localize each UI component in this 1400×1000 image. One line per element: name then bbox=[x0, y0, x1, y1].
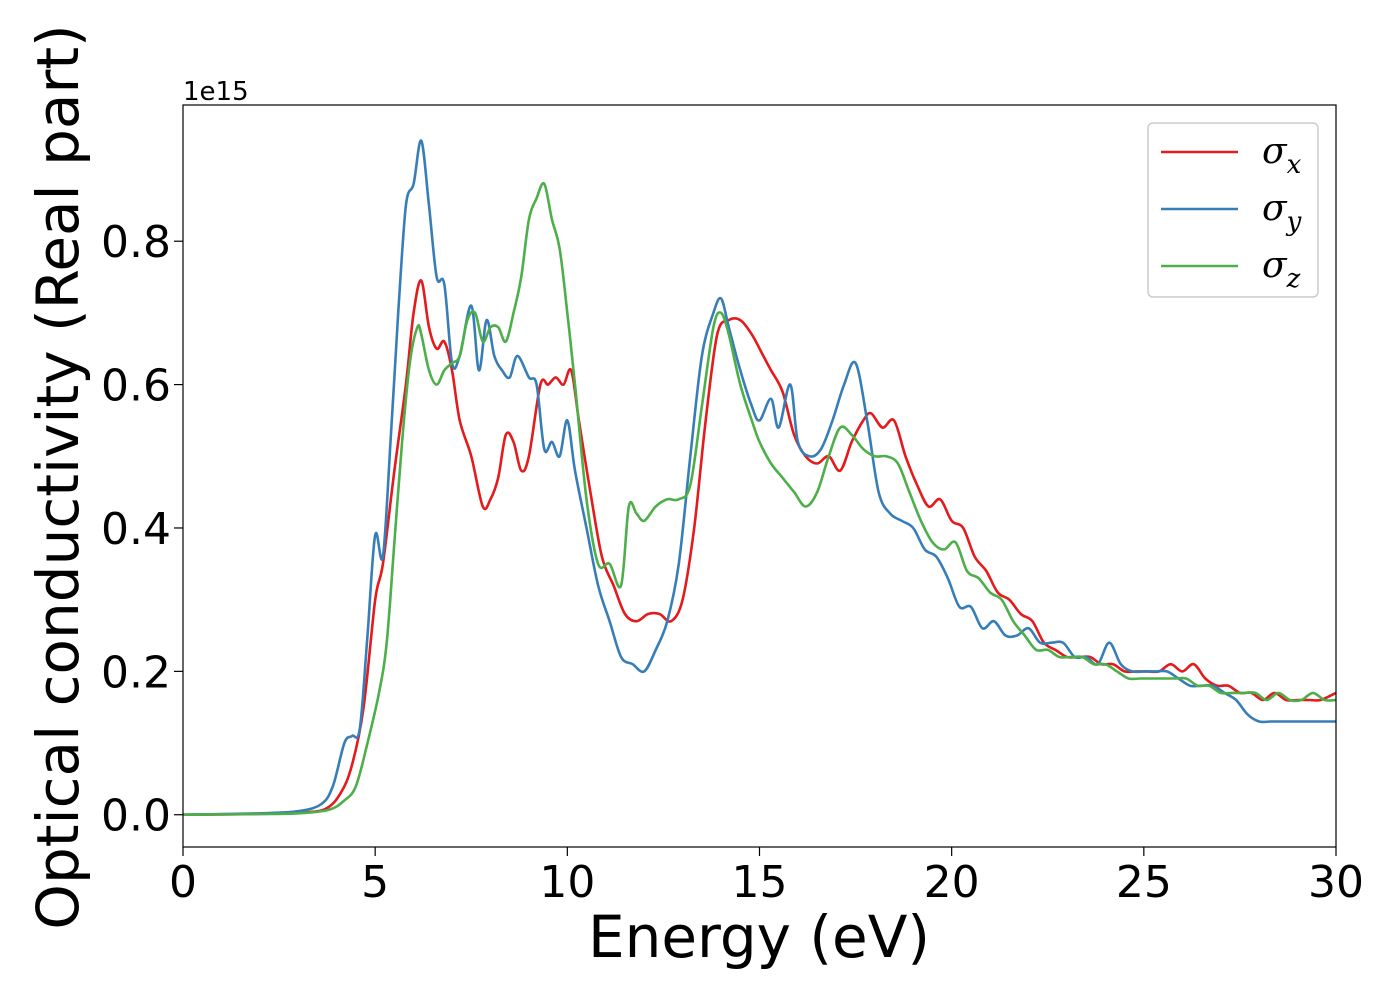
plot-frame bbox=[182, 104, 1337, 848]
y-tick-label: 0.2 bbox=[101, 647, 171, 698]
x-tick-label: 25 bbox=[1116, 857, 1172, 908]
legend-subscript: x bbox=[1287, 150, 1302, 180]
x-tick-label: 10 bbox=[539, 857, 595, 908]
legend-label-y: σy bbox=[1262, 188, 1302, 237]
series-line-z bbox=[183, 181, 1336, 816]
y-tick-label: 0.4 bbox=[101, 504, 171, 555]
y-axis: 0.0 0.2 0.4 0.6 0.8 bbox=[101, 217, 183, 842]
series-line-y bbox=[183, 139, 1336, 816]
x-tick-label: 30 bbox=[1308, 857, 1364, 908]
x-tick-label: 0 bbox=[169, 857, 197, 908]
y-tick-label: 0.8 bbox=[101, 217, 171, 268]
y-tick-label: 0.0 bbox=[101, 791, 171, 842]
legend-subscript: z bbox=[1286, 264, 1301, 294]
x-axis: 0 5 10 15 20 25 30 bbox=[169, 847, 1364, 908]
legend-symbol: σ bbox=[1262, 131, 1288, 172]
x-tick-label: 5 bbox=[361, 857, 389, 908]
y-axis-title: Optical conductivity (Real part) bbox=[24, 24, 92, 929]
x-tick-label: 15 bbox=[732, 857, 788, 908]
legend-subscript: y bbox=[1286, 207, 1302, 237]
y-tick-label: 0.6 bbox=[101, 361, 171, 412]
legend-symbol: σ bbox=[1262, 188, 1288, 229]
legend-symbol: σ bbox=[1262, 245, 1288, 286]
x-axis-title: Energy (eV) bbox=[588, 903, 930, 971]
x-tick-label: 20 bbox=[924, 857, 980, 908]
legend-label-x: σx bbox=[1262, 131, 1302, 180]
plot-area bbox=[183, 139, 1336, 816]
legend-label-z: σz bbox=[1262, 245, 1301, 294]
y-offset-label: 1e15 bbox=[183, 77, 249, 107]
